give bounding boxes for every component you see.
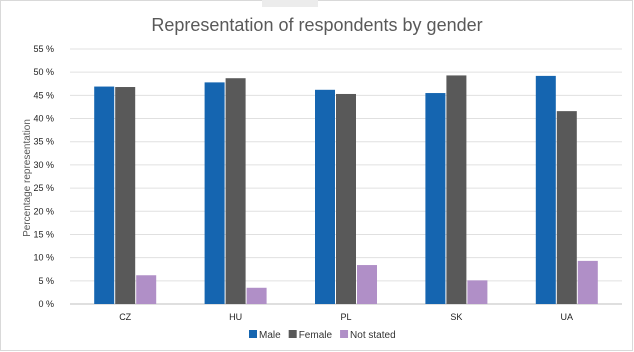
chart-top-tab [262, 0, 318, 7]
bar-not-stated-hu [246, 287, 267, 304]
bars [94, 75, 598, 305]
x-category-label: UA [561, 312, 574, 322]
y-tick-label: 50 % [33, 67, 54, 77]
bar-female-pl [336, 93, 356, 305]
bar-not-stated-pl [357, 265, 377, 304]
y-tick-label: 55 % [33, 44, 54, 54]
bar-male-pl [315, 89, 335, 304]
y-tick-label: 35 % [33, 137, 54, 147]
x-axis-categories: CZ HU PL SK UA [119, 312, 573, 322]
bar-male-hu [204, 82, 225, 304]
y-tick-label: 30 % [33, 160, 54, 170]
chart-title: Representation of respondents by gender [151, 15, 482, 35]
legend: Male Female Not stated [249, 330, 396, 341]
y-tick-label: 25 % [33, 183, 54, 193]
y-tick-label: 10 % [33, 253, 54, 263]
bar-male-ua [535, 75, 556, 305]
bar-male-sk [425, 93, 446, 304]
x-category-label: HU [229, 312, 242, 322]
x-category-label: SK [450, 312, 462, 322]
x-category-label: CZ [119, 312, 131, 322]
legend-label: Female [299, 330, 333, 341]
bar-female-cz [115, 87, 136, 304]
y-tick-label: 5 % [38, 276, 54, 286]
y-tick-label: 40 % [33, 114, 54, 124]
y-tick-label: 20 % [33, 206, 54, 216]
x-category-label: PL [340, 312, 351, 322]
y-tick-label: 45 % [33, 90, 54, 100]
bar-female-ua [556, 111, 577, 304]
bar-not-stated-ua [577, 260, 598, 304]
y-axis-label: Percentage representation [22, 119, 33, 237]
bar-male-cz [94, 86, 115, 305]
bar-female-hu [225, 78, 246, 304]
bar-not-stated-cz [136, 275, 157, 304]
y-tick-label: 15 % [33, 229, 54, 239]
y-axis-ticks: 0 % 5 % 10 % 15 % 20 % 25 % 30 % 35 % 40 % 45 % 50… [33, 44, 54, 309]
legend-label: Not stated [350, 330, 396, 341]
legend-swatch-not-stated [340, 330, 349, 338]
y-tick-label: 0 % [38, 299, 54, 309]
legend-swatch-female [288, 330, 297, 338]
legend-swatch-male [249, 330, 257, 338]
legend-label: Male [259, 330, 281, 341]
bar-female-sk [446, 75, 467, 304]
bar-not-stated-sk [467, 280, 488, 304]
